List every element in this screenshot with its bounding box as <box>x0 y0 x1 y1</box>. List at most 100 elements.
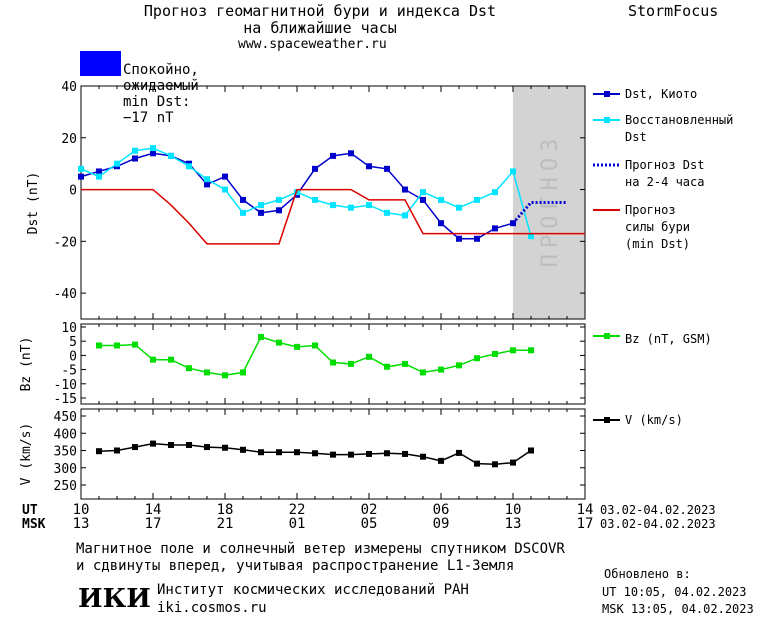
ut-tick-label: 22 <box>289 502 306 518</box>
dst-series-point <box>276 207 282 214</box>
legend-storm-forecast-label-3: (min Dst) <box>625 237 690 251</box>
ut-axis-label: UT <box>22 503 38 518</box>
v-series-point <box>276 449 282 456</box>
status-text: Спокойно, ожидаемый min Dst: −17 nT <box>123 62 199 126</box>
bz-series-point <box>348 360 354 367</box>
legend: Dst, Киото Восстановленный Dst Прогноз D… <box>593 87 733 427</box>
dst-series-point <box>420 189 426 196</box>
ut-tick-label: 18 <box>217 502 234 518</box>
dst-ylabel: Dst (nT) <box>26 172 41 235</box>
bz-series-point <box>384 363 390 370</box>
dst-series-point <box>132 147 138 154</box>
msk-axis-label: MSK <box>22 517 46 532</box>
bz-series-point <box>330 359 336 366</box>
dst-ytick-label: -20 <box>54 235 77 250</box>
msk-tick-label: 17 <box>145 516 162 532</box>
bz-series-point <box>474 355 480 362</box>
msk-tick-label: 13 <box>73 516 90 532</box>
v-series-point <box>366 450 372 457</box>
bz-series-point <box>186 365 192 372</box>
msk-tick-label: 09 <box>433 516 450 532</box>
v-ytick-label: 250 <box>54 479 77 494</box>
dst-series-point <box>510 168 516 175</box>
v-series-point <box>132 444 138 451</box>
v-series-point <box>456 449 462 456</box>
footer-note-line2: и сдвинуты вперед, учитывая распростране… <box>76 558 515 574</box>
dst-ytick-label: 0 <box>69 184 77 199</box>
bz-series-point <box>276 339 282 346</box>
legend-dst-restored-label-2: Dst <box>625 130 647 144</box>
dst-series-point <box>366 202 372 209</box>
bz-series-point <box>420 369 426 376</box>
v-ytick-label: 450 <box>54 410 77 425</box>
dst-series-point <box>150 150 156 157</box>
dst-series-point <box>294 189 300 196</box>
v-series-point <box>168 441 174 448</box>
legend-dst-kyoto: Dst, Киото <box>593 87 697 101</box>
v-ytick-label: 350 <box>54 445 77 460</box>
legend-dst-forecast-label-2: на 2-4 часа <box>625 175 704 189</box>
dst-series-point <box>78 165 84 172</box>
brand-name: StormFocus <box>628 2 719 20</box>
footer-note-line1: Магнитное поле и солнечный ветер измерен… <box>76 541 565 557</box>
bz-series-point <box>492 350 498 357</box>
v-series-point <box>438 457 444 464</box>
legend-dst-kyoto-label: Dst, Киото <box>625 87 697 101</box>
dst-series-point <box>96 173 102 180</box>
bz-ytick-label: 10 <box>61 321 77 336</box>
updated-msk: MSK 13:05, 04.02.2023 <box>602 602 754 616</box>
msk-tick-label: 17 <box>577 516 594 532</box>
dst-series-point <box>186 163 192 170</box>
institute-site-link[interactable]: iki.cosmos.ru <box>157 600 267 616</box>
legend-dst-forecast: Прогноз Dst на 2-4 часа <box>593 158 704 189</box>
v-series-point <box>348 451 354 458</box>
chart-title-line1: Прогноз геомагнитной бури и индекса Dst <box>143 2 497 20</box>
updated-ut: UT 10:05, 04.02.2023 <box>602 585 747 599</box>
dst-series-point <box>348 150 354 157</box>
dst-series-line <box>81 188 585 245</box>
bz-series-point <box>240 369 246 376</box>
bz-series-point <box>402 360 408 367</box>
bz-series-point <box>96 342 102 349</box>
bz-series-point <box>168 356 174 363</box>
ut-tick-label: 14 <box>577 502 594 518</box>
ut-tick-label: 06 <box>433 502 450 518</box>
dst-series-point <box>168 152 174 159</box>
bz-series-point <box>366 353 372 360</box>
bz-ytick-label: 5 <box>69 335 77 350</box>
v-ylabel: V (km/s) <box>19 423 34 486</box>
website-link[interactable]: www.spaceweather.ru <box>238 37 387 52</box>
dst-series-point <box>510 220 516 227</box>
iki-logo: ИКИ <box>78 584 151 614</box>
bz-ytick-label: -15 <box>54 392 77 407</box>
v-series-point <box>96 448 102 455</box>
dst-series-point <box>474 196 480 203</box>
v-series-point <box>384 450 390 457</box>
dst-series-point <box>474 235 480 242</box>
v-series-point <box>330 451 336 458</box>
dst-series-point <box>96 168 102 175</box>
dst-series-point <box>438 196 444 203</box>
bz-series-point <box>312 342 318 349</box>
v-series-point <box>402 450 408 457</box>
dst-series-point <box>456 235 462 242</box>
dst-ytick-label: 40 <box>61 80 77 95</box>
institute-name: Институт космических исследований РАН <box>157 582 469 598</box>
dst-series-point <box>114 160 120 167</box>
v-ytick-label: 400 <box>54 427 77 442</box>
dst-series-point <box>276 196 282 203</box>
ut-date-range: 03.02-04.02.2023 <box>600 503 716 517</box>
forecast-label: ПРОГНОЗ <box>538 133 563 268</box>
bz-series-point <box>150 356 156 363</box>
bz-series-point <box>456 362 462 369</box>
legend-dst-restored-label-1: Восстановленный <box>625 113 733 127</box>
dst-series-line <box>511 201 567 225</box>
dst-series-point <box>150 145 156 152</box>
bz-series <box>96 333 534 379</box>
bz-series-point <box>114 342 120 349</box>
v-series-point <box>510 459 516 466</box>
ut-tick-label: 10 <box>505 502 522 518</box>
v-series-point <box>420 453 426 460</box>
